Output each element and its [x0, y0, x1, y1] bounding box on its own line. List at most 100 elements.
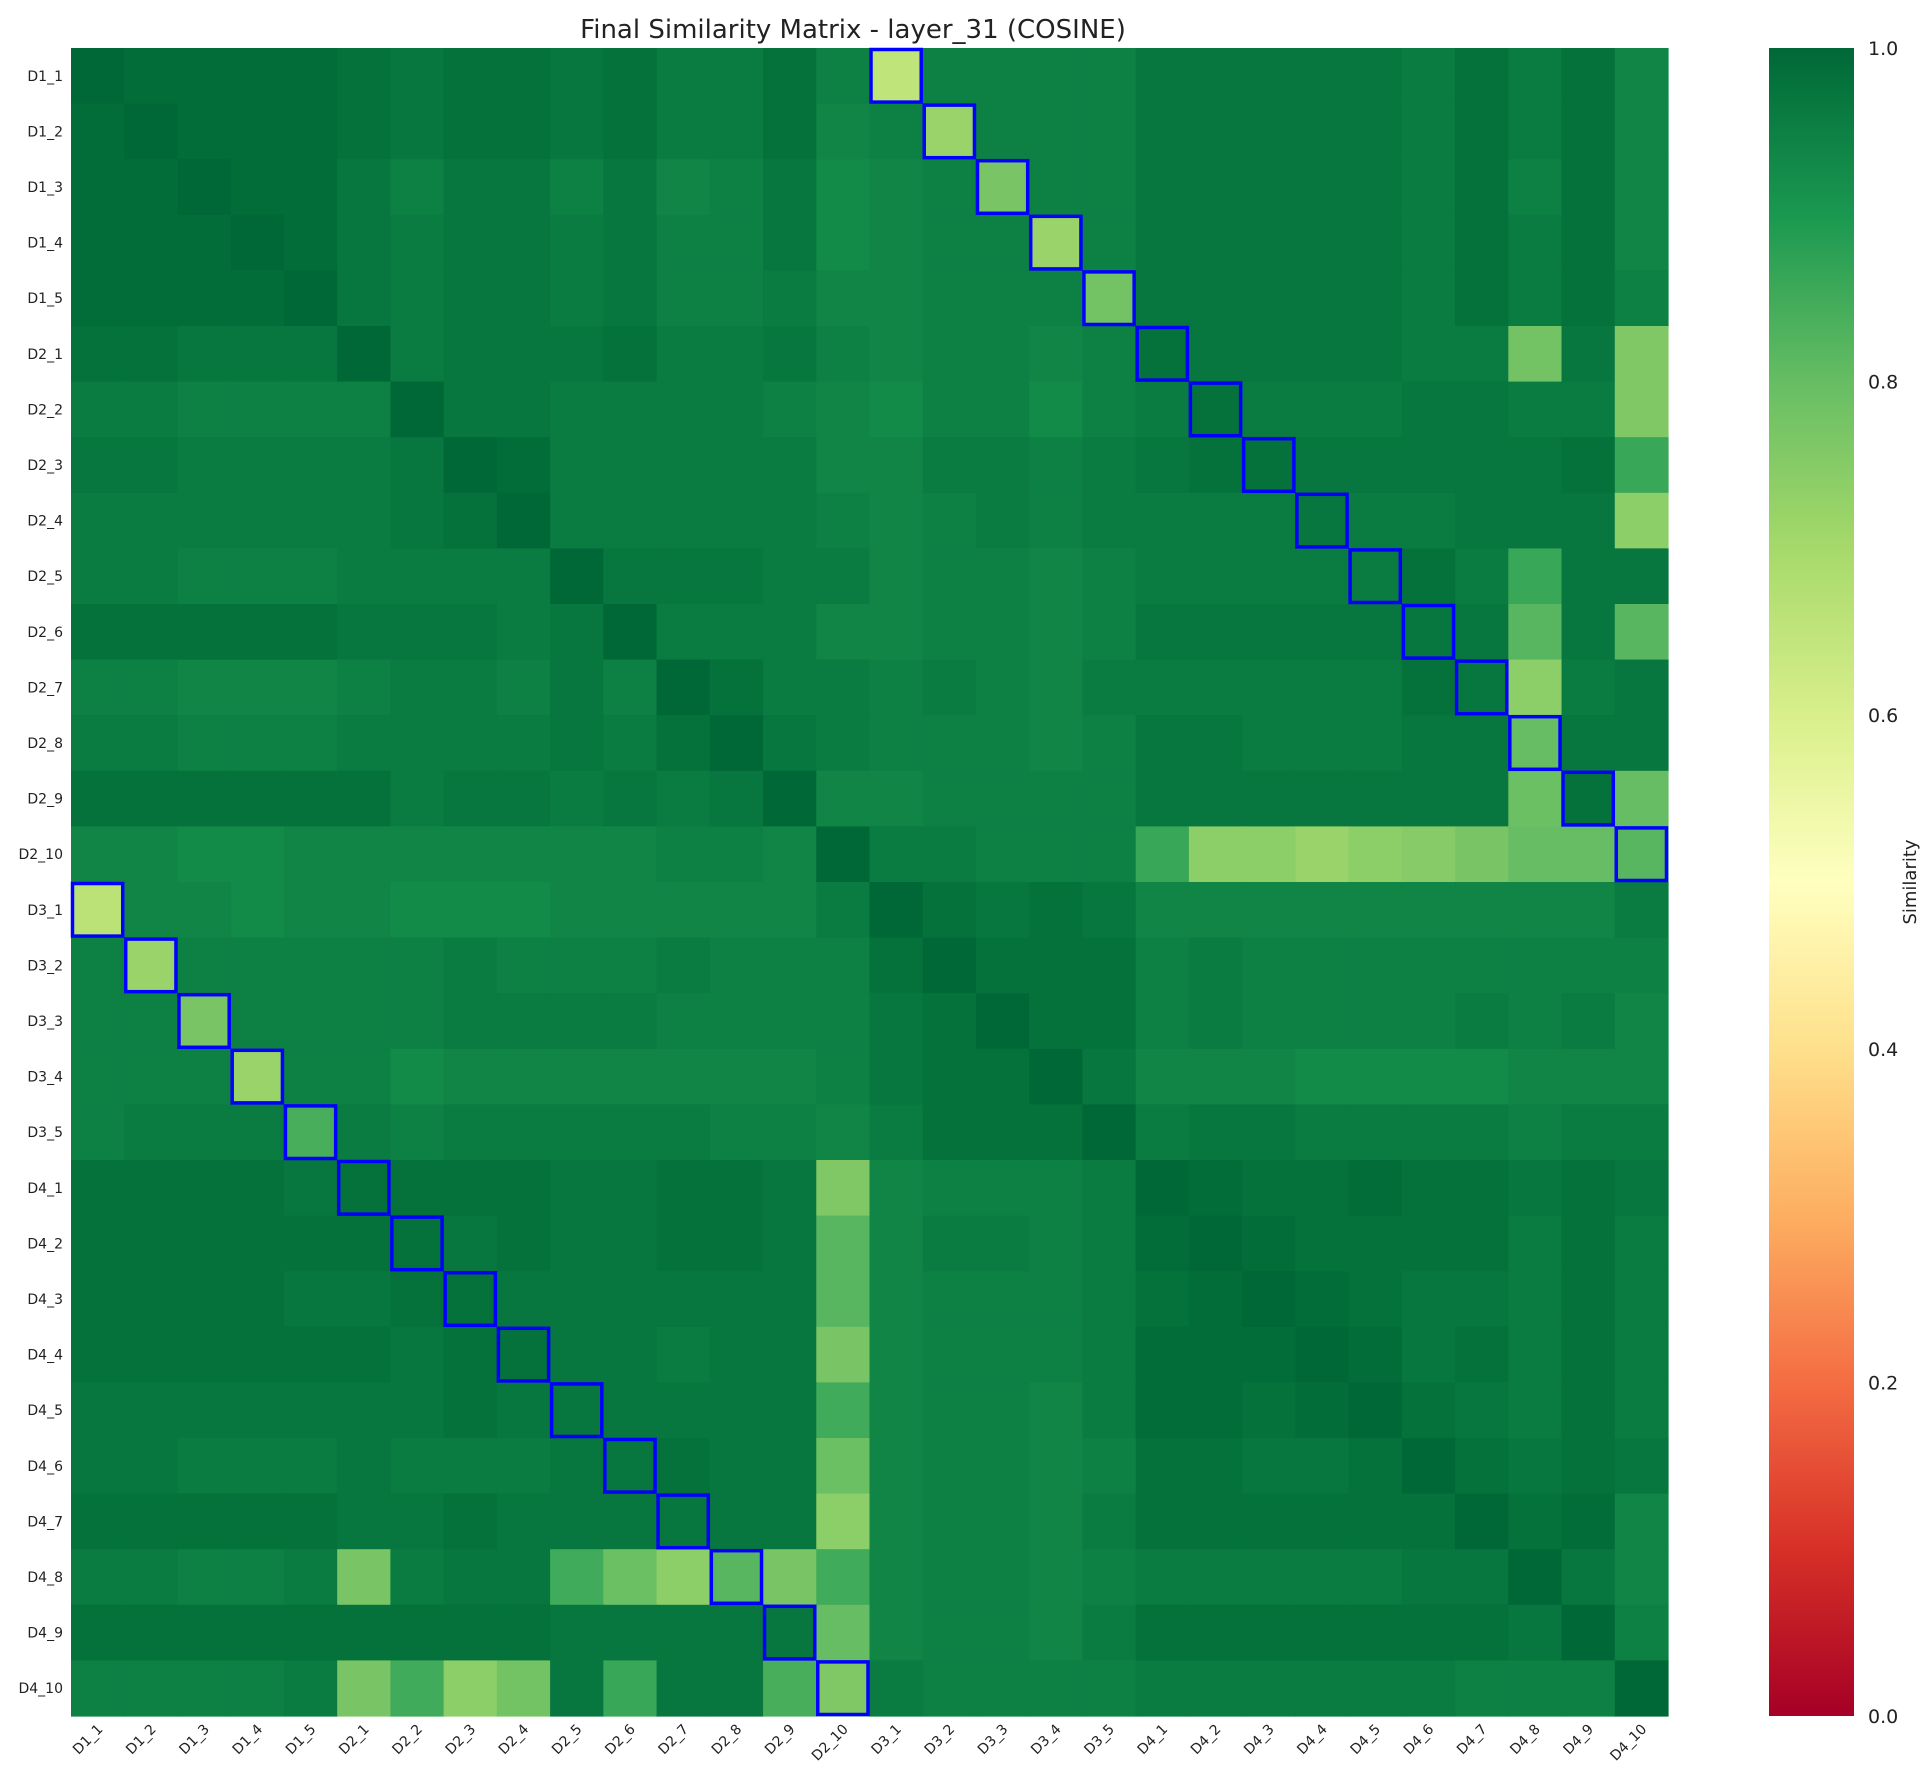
- heatmap-cell: [1135, 48, 1190, 105]
- heatmap-cell: [1135, 437, 1190, 494]
- heatmap-cell: [230, 1382, 285, 1439]
- heatmap-cell: [337, 381, 391, 438]
- heatmap-cell: [1508, 1493, 1563, 1550]
- heatmap-cell: [1082, 1438, 1137, 1495]
- heatmap-cell: [1082, 1215, 1137, 1272]
- heatmap-cell: [709, 381, 764, 438]
- heatmap-cell: [709, 937, 764, 994]
- heatmap-cell: [603, 270, 658, 327]
- heatmap-cell: [337, 548, 391, 605]
- heatmap-cell: [1135, 993, 1190, 1050]
- heatmap-cell: [337, 437, 391, 494]
- heatmap-cell: [1401, 270, 1456, 327]
- heatmap-cell: [1401, 604, 1456, 661]
- heatmap-cell: [177, 1549, 232, 1606]
- heatmap-cell: [869, 1493, 924, 1550]
- heatmap-cell: [1082, 1326, 1137, 1383]
- heatmap-cell: [1188, 659, 1243, 716]
- heatmap-cell: [869, 1160, 924, 1217]
- heatmap-cell: [283, 548, 338, 605]
- heatmap-cell: [390, 1215, 445, 1272]
- heatmap-cell: [1242, 1382, 1296, 1439]
- heatmap-cell: [816, 715, 871, 772]
- heatmap-cell: [1508, 1438, 1563, 1495]
- heatmap-cell: [1561, 1215, 1616, 1272]
- heatmap-cell: [1401, 715, 1456, 772]
- heatmap-cell: [1348, 604, 1403, 661]
- heatmap-cell: [869, 659, 924, 716]
- heatmap-cell: [1348, 1326, 1403, 1383]
- heatmap-cell: [496, 604, 551, 661]
- heatmap-cell: [763, 548, 817, 605]
- heatmap-cell: [443, 1215, 498, 1272]
- heatmap-cell: [550, 1048, 604, 1105]
- highlight-outline: [70, 881, 125, 938]
- heatmap-cell: [763, 103, 817, 160]
- heatmap-cell: [922, 715, 977, 772]
- heatmap-cell: [124, 103, 179, 160]
- heatmap-cell: [1188, 1660, 1243, 1717]
- heatmap-cell: [283, 270, 338, 327]
- heatmap-cell: [1455, 1493, 1509, 1550]
- heatmap-cell: [230, 882, 285, 939]
- heatmap-cell: [443, 103, 498, 160]
- heatmap-cell: [283, 326, 338, 383]
- heatmap-cell: [763, 1326, 817, 1383]
- heatmap-cell: [230, 1604, 285, 1661]
- heatmap-cell: [1348, 993, 1403, 1050]
- heatmap-cell: [656, 270, 711, 327]
- heatmap-cell: [1188, 937, 1243, 994]
- heatmap-cell: [1561, 214, 1616, 271]
- heatmap-cell: [763, 604, 817, 661]
- heatmap-cell: [1188, 1604, 1243, 1661]
- heatmap-cell: [763, 437, 817, 494]
- heatmap-cell: [1242, 1326, 1296, 1383]
- heatmap-cell: [124, 1271, 179, 1328]
- heatmap-cell: [922, 659, 977, 716]
- heatmap-cell: [922, 993, 977, 1050]
- heatmap-cell: [283, 1215, 338, 1272]
- heatmap-cell: [1188, 604, 1243, 661]
- heatmap-cell: [816, 1549, 871, 1606]
- heatmap-cell: [177, 1604, 232, 1661]
- heatmap-cell: [816, 270, 871, 327]
- heatmap-cell: [922, 548, 977, 605]
- heatmap-cell: [1561, 770, 1616, 827]
- heatmap-cell: [550, 1438, 604, 1495]
- heatmap-cell: [709, 1271, 764, 1328]
- heatmap-cell: [709, 993, 764, 1050]
- heatmap-cell: [177, 1382, 232, 1439]
- heatmap-cell: [1455, 604, 1509, 661]
- heatmap-cell: [869, 882, 924, 939]
- heatmap-cell: [1082, 715, 1137, 772]
- heatmap-cell: [443, 715, 498, 772]
- heatmap-cell: [1082, 882, 1137, 939]
- heatmap-cell: [390, 48, 445, 105]
- heatmap-cell: [283, 1493, 338, 1550]
- heatmap-cell: [869, 1438, 924, 1495]
- heatmap-cell: [1082, 381, 1137, 438]
- heatmap-cell: [816, 492, 871, 549]
- highlight-outline: [1454, 659, 1509, 716]
- heatmap-cell: [975, 214, 1030, 271]
- heatmap-cell: [1295, 159, 1350, 216]
- heatmap-cell: [1029, 1438, 1084, 1495]
- heatmap-cell: [1455, 882, 1509, 939]
- heatmap-cell: [656, 1549, 711, 1606]
- heatmap-cell: [1295, 1104, 1350, 1161]
- heatmap-cell: [1029, 937, 1084, 994]
- heatmap-cell: [177, 1271, 232, 1328]
- heatmap-cell: [1561, 326, 1616, 383]
- heatmap-cell: [71, 826, 125, 883]
- heatmap-cell: [922, 937, 977, 994]
- heatmap-cell: [390, 993, 445, 1050]
- heatmap-cell: [1188, 214, 1243, 271]
- y-tick-label: D4_5: [27, 1403, 63, 1419]
- highlight-outline: [283, 1104, 338, 1161]
- heatmap-cell: [230, 548, 285, 605]
- y-tick-label: D3_5: [27, 1125, 63, 1141]
- heatmap-cell: [496, 1438, 551, 1495]
- heatmap-cell: [1561, 1493, 1616, 1550]
- heatmap-cell: [656, 1271, 711, 1328]
- heatmap-cell: [443, 214, 498, 271]
